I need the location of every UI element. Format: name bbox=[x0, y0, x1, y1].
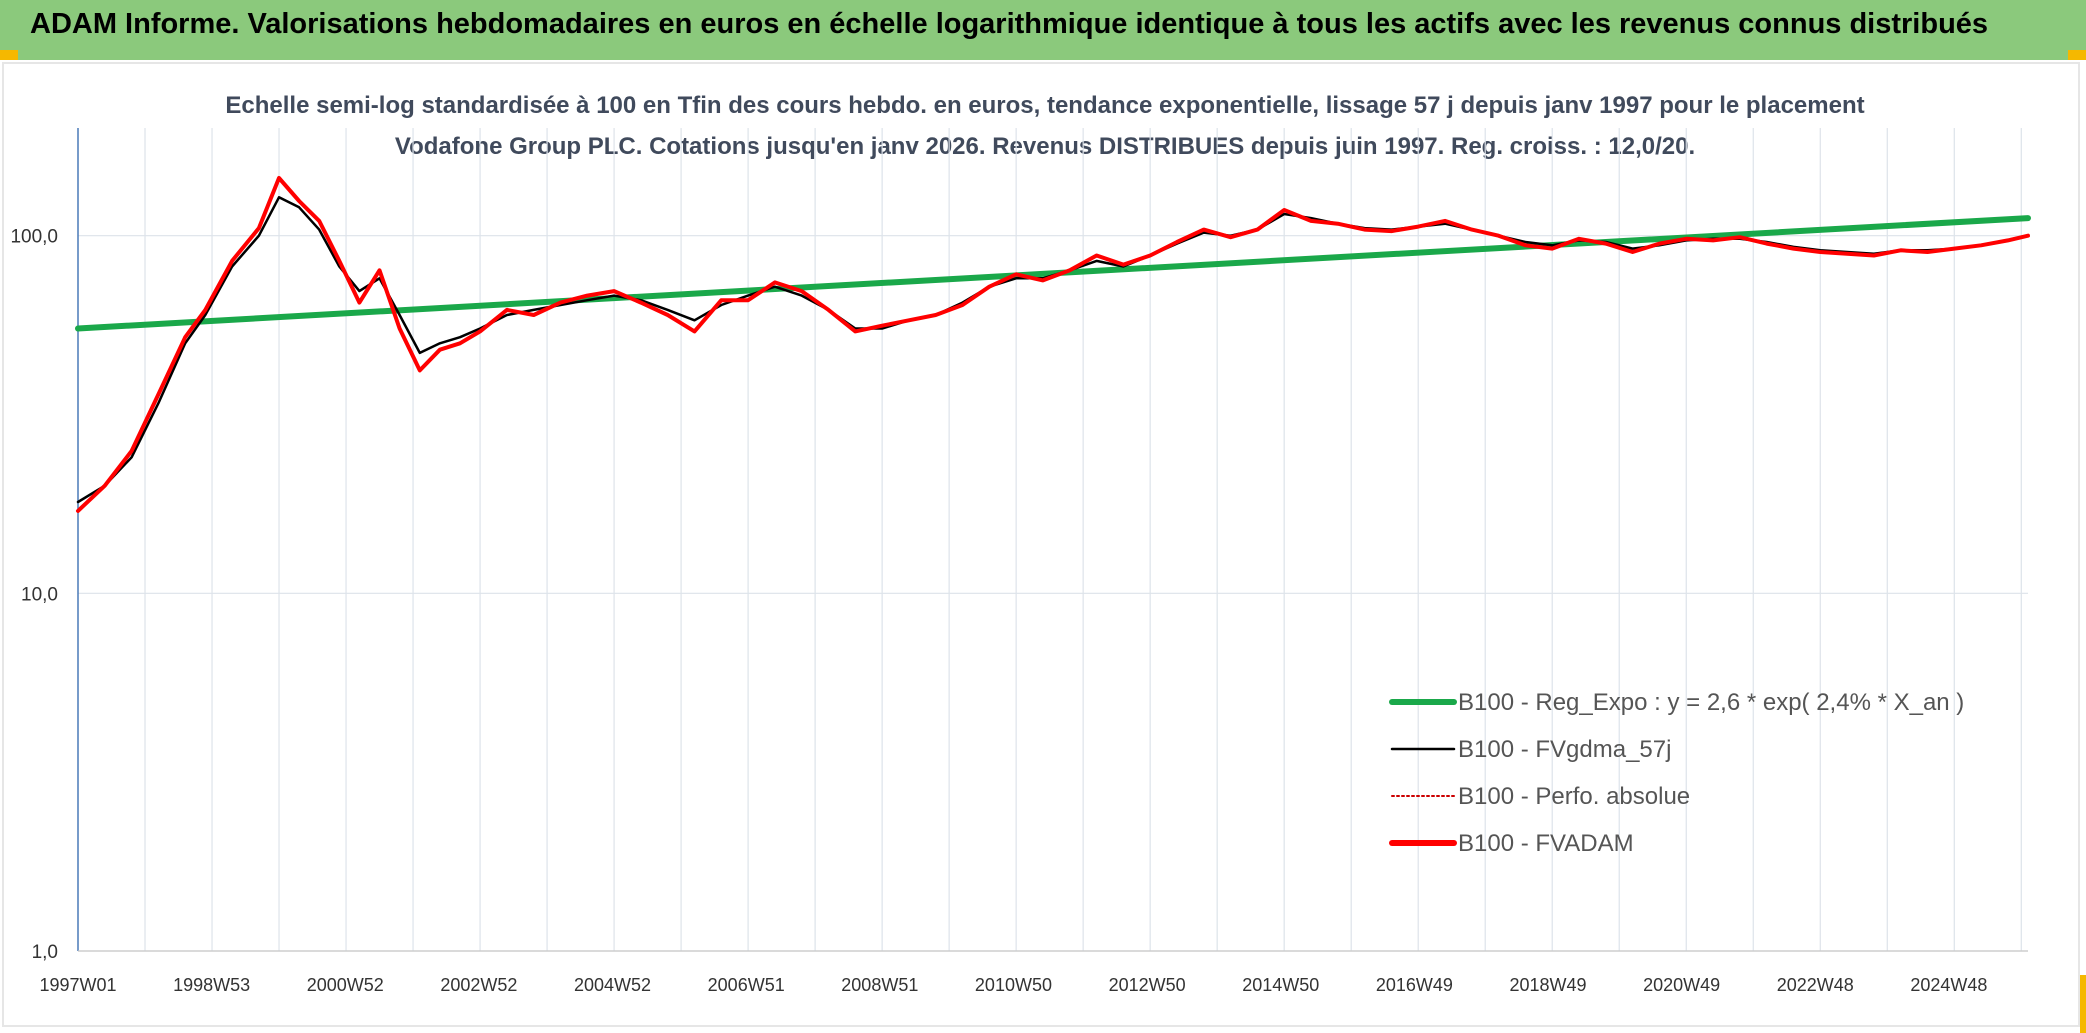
x-tick-labels: 1997W01 1998W53 2000W52 2002W52 2004W52 2006W… bbox=[39, 975, 1987, 995]
series-line-4 bbox=[76, 176, 2030, 513]
corner-marker-left bbox=[0, 50, 18, 60]
y-tick-label: 10,0 bbox=[21, 584, 58, 605]
y-tick-labels: 1,0 10,0 100,0 bbox=[10, 227, 58, 963]
grid bbox=[78, 128, 2028, 952]
x-tick-label: 2008W51 bbox=[841, 975, 918, 995]
corner-marker-right bbox=[2068, 50, 2086, 60]
x-tick-label: 2002W52 bbox=[440, 975, 517, 995]
series-line-3 bbox=[77, 177, 2029, 512]
y-tick-label: 100,0 bbox=[10, 227, 58, 248]
legend-label-4: B100 - FVADAM bbox=[1458, 830, 1634, 857]
x-tick-label: 1998W53 bbox=[173, 975, 250, 995]
x-tick-label: 2022W48 bbox=[1777, 975, 1854, 995]
x-tick-label: 2018W49 bbox=[1509, 975, 1586, 995]
corner-marker-bottom-right bbox=[2080, 975, 2086, 1033]
legend-label-2: B100 - FVgdma_57j bbox=[1458, 736, 1671, 763]
x-tick-label: 2024W48 bbox=[1910, 975, 1987, 995]
x-tick-label: 2014W50 bbox=[1242, 975, 1319, 995]
x-tick-label: 2004W52 bbox=[574, 975, 651, 995]
x-tick-label: 1997W01 bbox=[39, 975, 116, 995]
legend-label-3: B100 - Perfo. absolue bbox=[1458, 783, 1690, 810]
x-tick-label: 2010W50 bbox=[975, 975, 1052, 995]
y-tick-label: 1,0 bbox=[32, 942, 58, 963]
title-bar: ADAM Informe. Valorisations hebdomadaire… bbox=[0, 0, 2086, 60]
chart-title: Echelle semi-log standardisée à 100 en T… bbox=[225, 92, 1865, 160]
axes bbox=[77, 128, 2028, 952]
x-tick-label: 2006W51 bbox=[708, 975, 785, 995]
x-tick-label: 2020W49 bbox=[1643, 975, 1720, 995]
x-tick-label: 2000W52 bbox=[307, 975, 384, 995]
series-line-1 bbox=[75, 215, 2031, 332]
series-line-2 bbox=[76, 196, 2030, 504]
x-tick-label: 2012W50 bbox=[1109, 975, 1186, 995]
page-title: ADAM Informe. Valorisations hebdomadaire… bbox=[30, 8, 1989, 40]
legend: B100 - Reg_Expo : y = 2,6 * exp( 2,4% * … bbox=[1389, 689, 1964, 857]
legend-label-1: B100 - Reg_Expo : y = 2,6 * exp( 2,4% * … bbox=[1458, 689, 1964, 716]
chart-frame bbox=[2, 62, 2080, 1027]
x-tick-label: 2016W49 bbox=[1376, 975, 1453, 995]
series-group bbox=[75, 176, 2031, 513]
